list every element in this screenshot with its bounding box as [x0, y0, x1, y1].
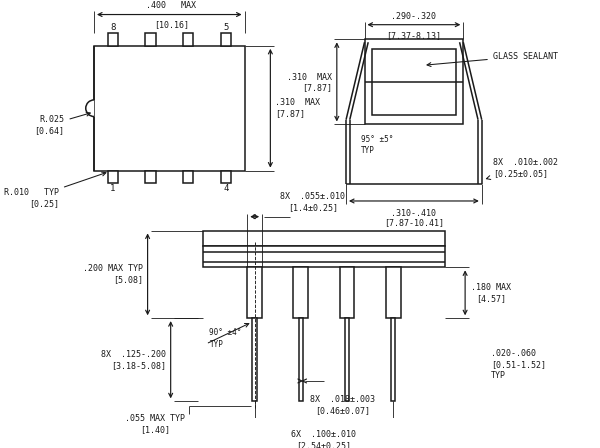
- Text: [10.16]: [10.16]: [154, 20, 188, 29]
- Bar: [221, 171, 231, 183]
- Text: 5: 5: [223, 23, 229, 32]
- Text: .310  MAX: .310 MAX: [275, 98, 320, 107]
- Bar: [183, 171, 193, 183]
- Wedge shape: [86, 100, 94, 116]
- Text: 6X  .100±.010
[2.54±0.25]: 6X .100±.010 [2.54±0.25]: [292, 430, 356, 448]
- Text: [7.37-8.13]: [7.37-8.13]: [386, 31, 442, 40]
- Bar: [344, 318, 349, 401]
- Text: 90° ±4°
TYP: 90° ±4° TYP: [209, 328, 242, 349]
- Text: .310-.410: .310-.410: [391, 209, 436, 218]
- Bar: [253, 318, 257, 401]
- Bar: [293, 267, 308, 318]
- Bar: [145, 171, 155, 183]
- Bar: [365, 39, 463, 125]
- Bar: [340, 267, 355, 318]
- Bar: [108, 33, 118, 46]
- Text: 8X  .010±.002
[0.25±0.05]: 8X .010±.002 [0.25±0.05]: [487, 158, 558, 180]
- Bar: [299, 318, 303, 401]
- Text: .310  MAX: .310 MAX: [287, 73, 332, 82]
- Bar: [247, 267, 262, 318]
- Text: 1: 1: [110, 185, 116, 194]
- Bar: [108, 171, 118, 183]
- Bar: [386, 267, 401, 318]
- Text: R.010   TYP
[0.25]: R.010 TYP [0.25]: [4, 172, 106, 208]
- Text: .200 MAX TYP
[5.08]: .200 MAX TYP [5.08]: [83, 264, 143, 284]
- Bar: [203, 246, 445, 267]
- Text: 95° ±5°
TYP: 95° ±5° TYP: [361, 135, 393, 155]
- Text: [7.87-10.41]: [7.87-10.41]: [384, 219, 444, 228]
- Text: 8: 8: [110, 23, 116, 32]
- Bar: [145, 33, 155, 46]
- Text: .400   MAX: .400 MAX: [146, 1, 196, 10]
- Text: .180 MAX
[4.57]: .180 MAX [4.57]: [471, 283, 511, 303]
- Bar: [183, 33, 193, 46]
- Bar: [221, 33, 231, 46]
- Text: [7.87]: [7.87]: [302, 83, 332, 92]
- Bar: [372, 49, 456, 115]
- Text: 8X  .125-.200
[3.18-5.08]: 8X .125-.200 [3.18-5.08]: [101, 350, 166, 370]
- Text: .020-.060
[0.51-1.52]
TYP: .020-.060 [0.51-1.52] TYP: [491, 349, 546, 380]
- Text: R.025
[0.64]: R.025 [0.64]: [35, 112, 90, 135]
- Text: GLASS SEALANT: GLASS SEALANT: [427, 52, 558, 67]
- Bar: [203, 231, 445, 246]
- Bar: [391, 318, 395, 401]
- Text: .055 MAX TYP
[1.40]: .055 MAX TYP [1.40]: [125, 414, 185, 434]
- Bar: [94, 46, 245, 171]
- Text: 8X  .018±.003
[0.46±0.07]: 8X .018±.003 [0.46±0.07]: [310, 395, 375, 415]
- Text: [7.87]: [7.87]: [275, 109, 305, 118]
- Text: 4: 4: [223, 185, 229, 194]
- Text: .290-.320: .290-.320: [391, 12, 436, 21]
- Text: 8X  .055±.010
[1.4±0.25]: 8X .055±.010 [1.4±0.25]: [280, 192, 346, 212]
